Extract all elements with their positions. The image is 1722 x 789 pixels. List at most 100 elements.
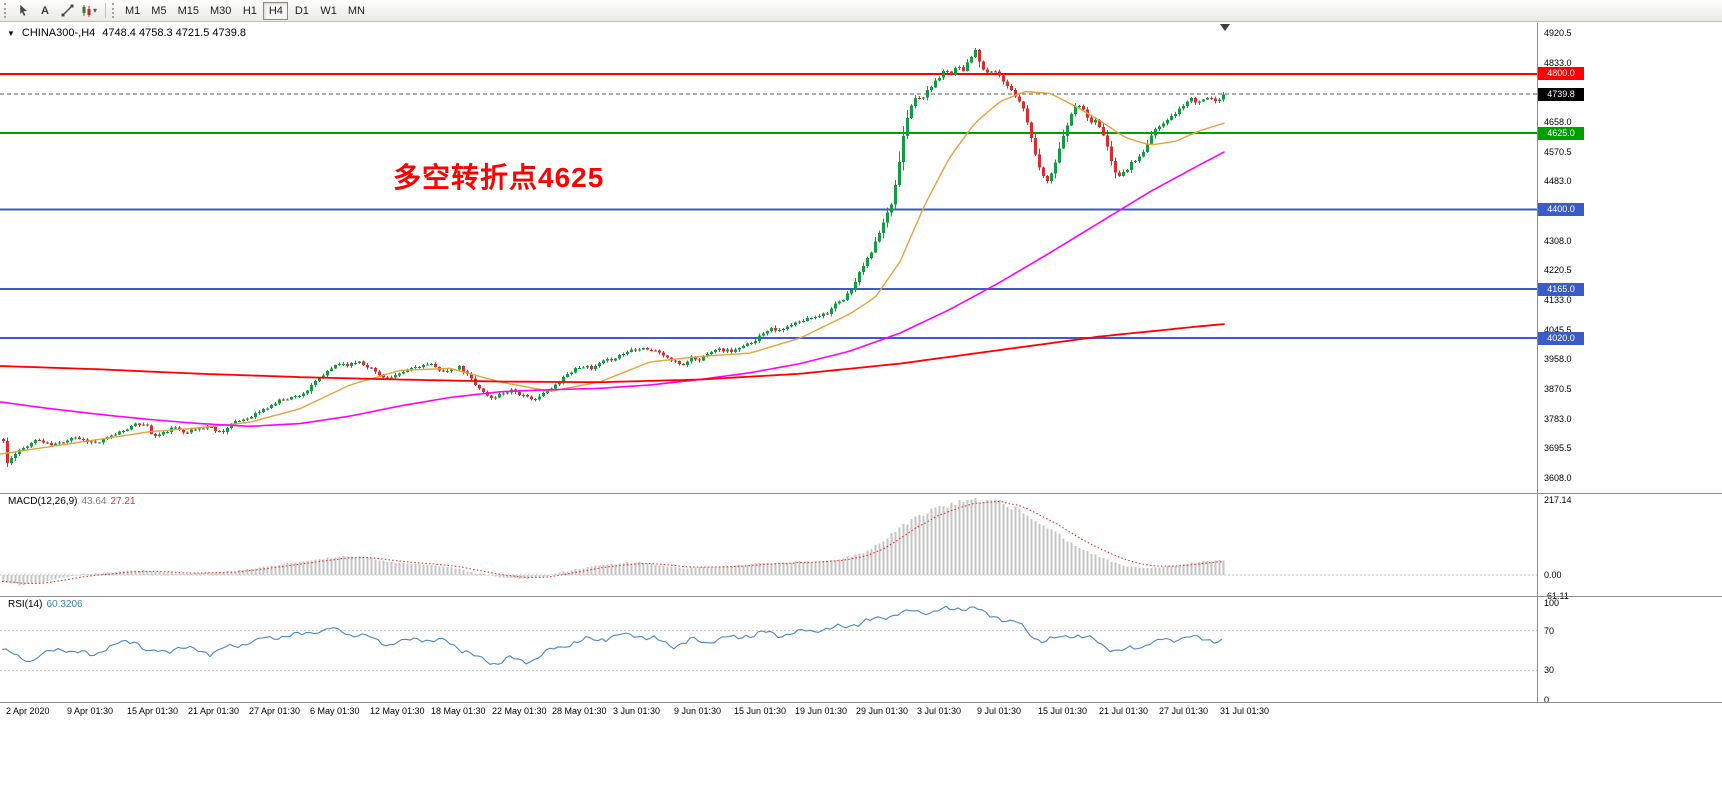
timeframe-button-mn[interactable]: MN	[343, 2, 370, 20]
price-scale[interactable]: 4920.54833.04745.54658.04570.54483.04395…	[1538, 0, 1722, 721]
trendline-icon	[61, 4, 73, 17]
chevron-down-icon: ▾	[93, 6, 98, 15]
rsi-axis-label: 30	[1544, 665, 1555, 675]
time-axis-divider	[0, 702, 1722, 703]
rsi-value: 60.3206	[46, 599, 83, 610]
rsi-axis-label: 0	[1544, 695, 1550, 705]
timeframe-button-d1[interactable]: D1	[289, 2, 314, 20]
rsi-line	[1, 605, 1223, 665]
price-tick-label: 4483.0	[1544, 176, 1572, 186]
ma-slow-red[interactable]	[0, 323, 1225, 384]
price-tick-label: 3958.0	[1544, 354, 1572, 364]
time-tick-label: 28 May 01:30	[552, 706, 607, 716]
timeframe-button-m30[interactable]: M30	[205, 2, 236, 20]
time-tick-label: 27 Apr 01:30	[249, 706, 301, 716]
time-tick-label: 27 Jul 01:30	[1159, 706, 1209, 716]
timeframe-button-m5[interactable]: M5	[146, 2, 171, 20]
price-tick-label: 4220.5	[1544, 265, 1572, 275]
time-tick-label: 2 Apr 2020	[6, 706, 50, 716]
price-tick-label: 4308.0	[1544, 236, 1572, 246]
timeframe-button-m15[interactable]: M15	[173, 2, 204, 20]
macd-signal-line	[1, 500, 1223, 584]
time-tick-label: 9 Jul 01:30	[977, 706, 1022, 716]
timeframe-button-m1[interactable]: M1	[120, 2, 145, 20]
price-tick-label: 3870.5	[1544, 384, 1572, 394]
macd-histogram	[2, 497, 1225, 586]
chart-shift-marker[interactable]	[1220, 24, 1230, 31]
time-tick-label: 22 May 01:30	[492, 706, 547, 716]
rsi-title: RSI(14)	[8, 599, 43, 610]
text-tool-icon: A	[41, 4, 49, 17]
time-scale[interactable]: 2 Apr 2020 9 Apr 01:30 15 Apr 01:30 21 Apr …	[0, 703, 1722, 721]
toolbar-separator	[105, 3, 107, 18]
time-tick-label: 15 Apr 01:30	[127, 706, 179, 716]
trendline-tool-button[interactable]	[56, 2, 78, 20]
panel-divider[interactable]	[0, 596, 1722, 597]
objects-dropdown-button[interactable]: ▾	[78, 2, 100, 20]
symbol-period-label: CHINA300-,H4	[21, 27, 96, 39]
price-tick-label: 3783.0	[1544, 414, 1572, 424]
time-tick-label: 15 Jun 01:30	[734, 706, 787, 716]
cursor-tool-button[interactable]	[12, 2, 34, 20]
rsi-axis-label: 70	[1544, 626, 1555, 636]
ohlc-quotes: 4748.4 4758.3 4721.5 4739.8	[102, 27, 247, 39]
ma-fast-orange[interactable]	[0, 90, 1225, 455]
price-marker-4800.0: 4800.0	[1538, 67, 1584, 80]
one-click-trading-icon[interactable]: ▼	[7, 28, 15, 38]
price-tick-label: 4658.0	[1544, 117, 1572, 127]
text-tool-button[interactable]: A	[34, 2, 56, 20]
timeframe-toolbar-grip[interactable]	[112, 3, 116, 18]
time-tick-label: 3 Jul 01:30	[917, 706, 962, 716]
macd-main-value: 43.64	[81, 496, 107, 507]
time-tick-label: 12 May 01:30	[370, 706, 425, 716]
panel-divider[interactable]	[0, 493, 1722, 494]
price-scale-border	[1537, 23, 1538, 703]
chart-header: ▼ CHINA300-,H4 4748.4 4758.3 4721.5 4739…	[7, 27, 246, 39]
time-tick-label: 9 Apr 01:30	[67, 706, 114, 716]
toolbar: A ▾ M1 M5 M15 M30 H1 H4 D1 W1 MN	[0, 0, 1722, 22]
price-tick-label: 4920.5	[1544, 28, 1572, 38]
time-tick-label: 15 Jul 01:30	[1038, 706, 1088, 716]
rsi-label: RSI(14) 60.3206	[8, 599, 87, 610]
price-marker-4020.0: 4020.0	[1538, 332, 1584, 345]
macd-panel[interactable]	[0, 494, 1537, 596]
price-marker-4400.0: 4400.0	[1538, 203, 1584, 216]
price-tick-label: 4133.0	[1544, 295, 1572, 305]
rsi-panel[interactable]	[0, 597, 1537, 702]
time-tick-label: 18 May 01:30	[431, 706, 486, 716]
timeframe-button-w1[interactable]: W1	[315, 2, 342, 20]
price-tick-label: 4570.5	[1544, 147, 1572, 157]
toolbar-grip[interactable]	[4, 3, 8, 18]
candles-icon	[82, 4, 91, 17]
time-tick-label: 9 Jun 01:30	[674, 706, 722, 716]
time-tick-label: 21 Apr 01:30	[188, 706, 240, 716]
price-chart-canvas[interactable]	[0, 23, 1537, 493]
time-tick-label: 31 Jul 01:30	[1220, 706, 1270, 716]
price-tick-label: 3695.5	[1544, 443, 1572, 453]
rsi-axis-label: 100	[1544, 598, 1560, 608]
price-marker-4625.0: 4625.0	[1538, 127, 1584, 140]
timeframe-button-h1[interactable]: H1	[237, 2, 262, 20]
macd-axis-label: 217.14	[1544, 495, 1572, 505]
price-marker-4165.0: 4165.0	[1538, 283, 1584, 296]
time-tick-label: 3 Jun 01:30	[613, 706, 661, 716]
time-tick-label: 6 May 01:30	[310, 706, 360, 716]
time-tick-label: 21 Jul 01:30	[1099, 706, 1149, 716]
macd-signal-value: 27.21	[110, 496, 136, 507]
price-tick-label: 4833.0	[1544, 58, 1572, 68]
macd-axis-label: 0.00	[1544, 570, 1562, 580]
price-tick-label: 4045.5	[1544, 325, 1572, 335]
timeframe-group: M1 M5 M15 M30 H1 H4 D1 W1 MN	[120, 1, 370, 20]
current-price-marker: 4739.8	[1538, 88, 1584, 101]
cursor-icon	[19, 4, 27, 16]
macd-label: MACD(12,26,9) 43.64 27.21	[8, 496, 140, 507]
timeframe-button-h4[interactable]: H4	[263, 1, 289, 20]
time-tick-label: 19 Jun 01:30	[795, 706, 848, 716]
time-tick-label: 29 Jun 01:30	[856, 706, 909, 716]
candles	[2, 48, 1225, 467]
price-tick-label: 3608.0	[1544, 473, 1572, 483]
ma-mid-magenta[interactable]	[0, 151, 1225, 427]
chart-annotation-text[interactable]: 多空转折点4625	[393, 162, 605, 193]
macd-title: MACD(12,26,9)	[8, 496, 78, 507]
